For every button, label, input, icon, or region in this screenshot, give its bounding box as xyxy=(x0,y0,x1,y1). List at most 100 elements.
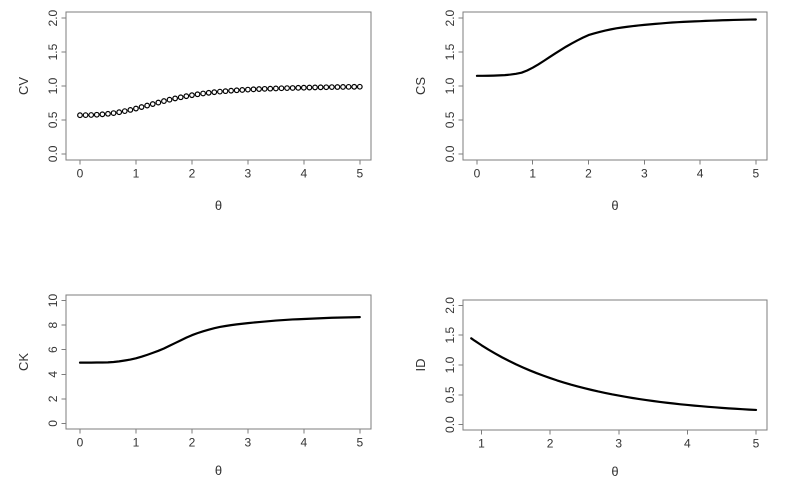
y-axis-label: ID xyxy=(413,359,428,372)
y-axis-tick-label: 1.5 xyxy=(46,43,60,60)
y-axis-label: CK xyxy=(16,353,31,371)
x-axis-tick-label: 5 xyxy=(356,167,363,181)
cs-curve xyxy=(475,18,757,77)
plot-box xyxy=(462,11,768,161)
y-axis-tick-label: 10 xyxy=(46,294,60,308)
plot-box xyxy=(65,294,372,430)
x-axis-label: θ xyxy=(215,198,222,213)
cv-data-point-marker xyxy=(177,94,184,101)
cv-data-point-marker xyxy=(127,106,134,113)
x-axis-tick-label: 3 xyxy=(615,437,622,451)
cv-data-point-marker xyxy=(172,95,179,102)
y-axis-tick-label: 1.0 xyxy=(46,77,60,94)
plot-box xyxy=(65,11,372,161)
cv-data-point-marker xyxy=(116,109,123,116)
cv-data-point-marker xyxy=(161,98,167,104)
cv-data-point-marker xyxy=(77,112,83,119)
cv-data-point-marker xyxy=(138,104,145,110)
cv-data-point-marker xyxy=(239,87,246,93)
cv-data-point-marker xyxy=(328,84,335,90)
cv-data-point-marker xyxy=(278,85,285,92)
cv-data-point-marker xyxy=(189,92,195,99)
x-axis-label: θ xyxy=(215,463,222,478)
cv-data-point-marker xyxy=(267,85,274,92)
chart-panel-ck: 0 1 2 3 4 5 0 2 4 6 8 10 θ CK xyxy=(0,247,395,493)
cv-data-point-marker xyxy=(312,84,318,91)
cv-data-point-marker xyxy=(211,89,218,96)
cv-data-point-marker xyxy=(256,86,262,92)
cv-data-point-marker xyxy=(295,84,302,91)
x-axis-tick-label: 4 xyxy=(697,167,704,181)
cv-data-point-marker xyxy=(228,87,234,94)
plot-box xyxy=(462,299,768,431)
cv-data-point-marker xyxy=(183,93,190,100)
x-axis-tick-label: 0 xyxy=(474,167,481,181)
cv-data-point-marker xyxy=(306,84,313,91)
x-axis-tick-label: 4 xyxy=(684,437,691,451)
id-plot: 1 2 3 4 5 0.0 0.5 1.0 1.5 2.0 θ ID xyxy=(413,297,768,479)
x-axis-tick-label: 2 xyxy=(585,167,592,181)
id-curve xyxy=(470,337,758,412)
chart-panel-id: 1 2 3 4 5 0.0 0.5 1.0 1.5 2.0 θ ID xyxy=(396,247,791,493)
y-axis-tick-label: 0.5 xyxy=(443,386,457,403)
y-axis-tick-label: 0.5 xyxy=(46,111,60,128)
cv-data-point-marker xyxy=(105,110,111,117)
cv-data-point-marker xyxy=(284,85,290,91)
cv-data-point-marker xyxy=(340,84,346,90)
x-axis-tick-label: 5 xyxy=(753,437,760,451)
y-axis-tick-label: 4 xyxy=(46,371,60,378)
cv-data-point-marker xyxy=(233,87,240,94)
cv-data-point-marker xyxy=(244,86,251,93)
y-axis-tick-label: 2 xyxy=(46,395,60,402)
x-axis-tick-label: 0 xyxy=(77,436,84,450)
cv-data-point-marker xyxy=(289,85,296,91)
y-axis-tick-label: 1.5 xyxy=(443,327,457,344)
y-axis-tick-label: 6 xyxy=(46,346,60,353)
cv-data-point-marker xyxy=(149,101,156,107)
x-axis-tick-label: 5 xyxy=(753,167,760,181)
y-axis-tick-label: 0.0 xyxy=(46,145,60,162)
y-axis-tick-label: 1.0 xyxy=(443,77,457,94)
chart-panel-cs: 0 1 2 3 4 5 0.0 0.5 1.0 1.5 2.0 θ CS xyxy=(396,0,791,246)
y-axis-tick-label: 1.0 xyxy=(443,356,457,373)
cv-data-point-marker xyxy=(205,89,212,96)
cv-data-point-marker xyxy=(194,91,201,98)
cv-data-point-marker xyxy=(216,88,223,95)
x-axis-tick-label: 2 xyxy=(189,436,196,450)
cv-data-point-marker xyxy=(110,110,117,116)
y-axis-tick-label: 0.5 xyxy=(443,111,457,128)
x-axis-tick-label: 3 xyxy=(245,436,252,450)
cs-plot: 0 1 2 3 4 5 0.0 0.5 1.0 1.5 2.0 θ CS xyxy=(413,9,768,213)
cv-data-point-marker xyxy=(345,83,352,90)
cv-data-point-marker xyxy=(88,112,95,118)
y-axis-tick-label: 0.0 xyxy=(443,145,457,162)
x-axis-tick-label: 1 xyxy=(133,167,140,181)
x-axis-tick-label: 4 xyxy=(301,436,308,450)
cv-plot: 0 1 2 3 4 5 0.0 0.5 1.0 1.5 2.0 θ CV xyxy=(16,9,372,213)
chart-panel-cv: 0 1 2 3 4 5 0.0 0.5 1.0 1.5 2.0 θ CV xyxy=(0,0,395,246)
x-axis-tick-label: 1 xyxy=(133,436,140,450)
cv-data-point-marker xyxy=(323,84,330,91)
y-axis-tick-label: 0 xyxy=(46,420,60,427)
cv-data-point-marker xyxy=(166,96,173,103)
y-axis-tick-label: 0.0 xyxy=(443,416,457,433)
cv-data-point-marker xyxy=(200,90,207,97)
cv-data-point-marker xyxy=(351,83,358,90)
cv-data-point-marker xyxy=(222,88,229,95)
y-axis-tick-label: 8 xyxy=(46,321,60,328)
ck-curve xyxy=(78,316,361,364)
x-axis-tick-label: 1 xyxy=(478,437,485,451)
x-axis-tick-label: 3 xyxy=(641,167,648,181)
cv-data-point-marker xyxy=(300,84,307,91)
cv-data-point-marker xyxy=(99,111,106,118)
y-axis-label: CV xyxy=(16,77,31,95)
y-axis-tick-label: 2.0 xyxy=(443,9,457,26)
cv-data-point-marker xyxy=(155,99,162,106)
ck-plot: 0 1 2 3 4 5 0 2 4 6 8 10 θ CK xyxy=(16,294,372,478)
cv-data-point-marker xyxy=(93,111,100,118)
x-axis-tick-label: 3 xyxy=(245,167,252,181)
cv-data-point-marker xyxy=(133,105,139,112)
cv-data-point-marker xyxy=(250,86,257,93)
y-axis-label: CS xyxy=(413,77,428,95)
